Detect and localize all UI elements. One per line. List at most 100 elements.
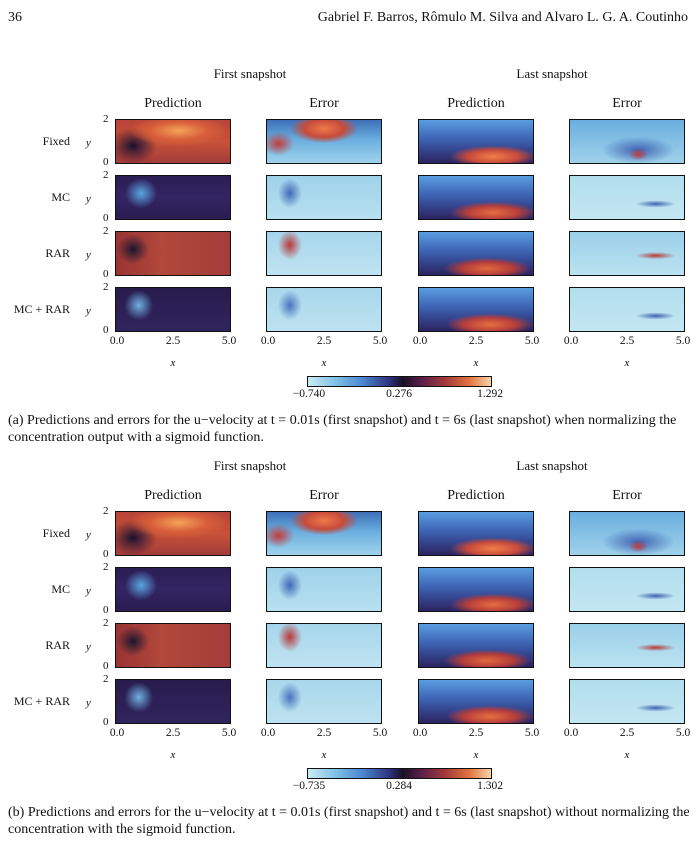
heatmap-panel [418, 679, 534, 724]
row-label: MC [51, 582, 70, 596]
x-tick-label: 2.5 [165, 727, 181, 739]
row-label: MC + RAR [13, 694, 70, 708]
heatmap-panel [569, 623, 685, 668]
heatmap-panel [115, 511, 231, 556]
y-tick-label: 0 [103, 324, 109, 336]
y-tick-label: 0 [103, 156, 109, 168]
x-tick-label: 2.5 [619, 335, 635, 347]
heatmap-panel [569, 679, 685, 724]
x-tick-label: 0.0 [563, 727, 579, 739]
heatmap-panel [569, 175, 685, 220]
heatmap-panel [115, 119, 231, 164]
x-axis-label: x [170, 749, 176, 761]
x-tick-label: 0.0 [260, 335, 276, 347]
row-label: RAR [45, 246, 70, 260]
y-tick-label: 2 [103, 673, 109, 685]
x-axis-label: x [624, 357, 630, 369]
column-title: Prediction [144, 488, 202, 503]
y-axis-label: y [86, 137, 91, 149]
running-header-authors: Gabriel F. Barros, Rômulo M. Silva and A… [317, 10, 688, 25]
figure-caption: (b) Predictions and errors for the u−vel… [8, 805, 690, 837]
figure-a: First snapshot Last snapshot Prediction Err… [8, 66, 691, 445]
colorbar [307, 768, 492, 779]
colorbar [307, 376, 492, 387]
y-axis-label: y [86, 641, 91, 653]
y-tick-label: 2 [103, 225, 109, 237]
colorbar-tick-label: 1.292 [477, 388, 503, 400]
heatmap-panel [115, 679, 231, 724]
heatmap-panel [418, 231, 534, 276]
group-label-last-snapshot: Last snapshot [516, 458, 588, 473]
x-tick-label: 2.5 [165, 335, 181, 347]
y-tick-label: 0 [103, 604, 109, 616]
x-tick-label: 5.0 [524, 335, 540, 347]
x-tick-label: 5.0 [221, 335, 237, 347]
y-tick-label: 0 [103, 716, 109, 728]
heatmap-panel [569, 287, 685, 332]
heatmap-panel [418, 287, 534, 332]
x-axis-label: x [473, 357, 479, 369]
colorbar-tick-label: 0.276 [386, 388, 412, 400]
heatmap-panel [569, 231, 685, 276]
column-title: Error [612, 488, 642, 503]
column-title: Prediction [144, 96, 202, 111]
heatmap-panel [115, 175, 231, 220]
row-label: Fixed [42, 526, 70, 540]
x-tick-label: 0.0 [563, 335, 579, 347]
x-tick-label: 2.5 [619, 727, 635, 739]
x-tick-label: 5.0 [221, 727, 237, 739]
x-tick-label: 2.5 [468, 727, 484, 739]
column-title: Error [309, 96, 339, 111]
heatmap-panel [418, 511, 534, 556]
y-tick-label: 2 [103, 169, 109, 181]
x-tick-label: 0.0 [412, 335, 428, 347]
heatmap-panel [115, 287, 231, 332]
x-tick-label: 5.0 [372, 727, 388, 739]
x-axis-label: x [321, 357, 327, 369]
x-tick-label: 5.0 [524, 727, 540, 739]
heatmap-panel [266, 287, 382, 332]
x-tick-label: 2.5 [468, 335, 484, 347]
y-tick-label: 2 [103, 113, 109, 125]
heatmap-panel [115, 231, 231, 276]
y-tick-label: 2 [103, 617, 109, 629]
row-label: Fixed [42, 134, 70, 148]
x-tick-label: 5.0 [675, 335, 691, 347]
x-axis-label: x [624, 749, 630, 761]
y-tick-label: 0 [103, 548, 109, 560]
figure-caption: (a) Predictions and errors for the u−vel… [8, 413, 677, 445]
x-tick-label: 2.5 [316, 335, 332, 347]
row-label: RAR [45, 638, 70, 652]
group-label-last-snapshot: Last snapshot [516, 66, 588, 81]
heatmap-panel [418, 623, 534, 668]
y-tick-label: 0 [103, 212, 109, 224]
colorbar-tick-label: 1.302 [477, 780, 503, 792]
y-tick-label: 2 [103, 561, 109, 573]
heatmap-panel [266, 567, 382, 612]
heatmap-panel [266, 175, 382, 220]
y-axis-label: y [86, 193, 91, 205]
y-axis-label: y [86, 697, 91, 709]
heatmap-panel [569, 119, 685, 164]
heatmap-panel [418, 175, 534, 220]
heatmap-panel [418, 119, 534, 164]
heatmap-panel [266, 231, 382, 276]
column-title: Error [309, 488, 339, 503]
heatmap-panel [418, 567, 534, 612]
y-tick-label: 2 [103, 281, 109, 293]
y-axis-label: y [86, 305, 91, 317]
row-label: MC + RAR [13, 302, 70, 316]
column-title: Prediction [447, 488, 505, 503]
colorbar-tick-label: −0.740 [292, 388, 326, 400]
page-number: 36 [8, 10, 22, 25]
x-tick-label: 5.0 [372, 335, 388, 347]
x-tick-label: 0.0 [412, 727, 428, 739]
column-title: Error [612, 96, 642, 111]
y-axis-label: y [86, 529, 91, 541]
group-label-first-snapshot: First snapshot [213, 458, 287, 473]
x-tick-label: 5.0 [675, 727, 691, 739]
heatmap-panel [266, 119, 382, 164]
heatmap-panel [569, 511, 685, 556]
column-title: Prediction [447, 96, 505, 111]
